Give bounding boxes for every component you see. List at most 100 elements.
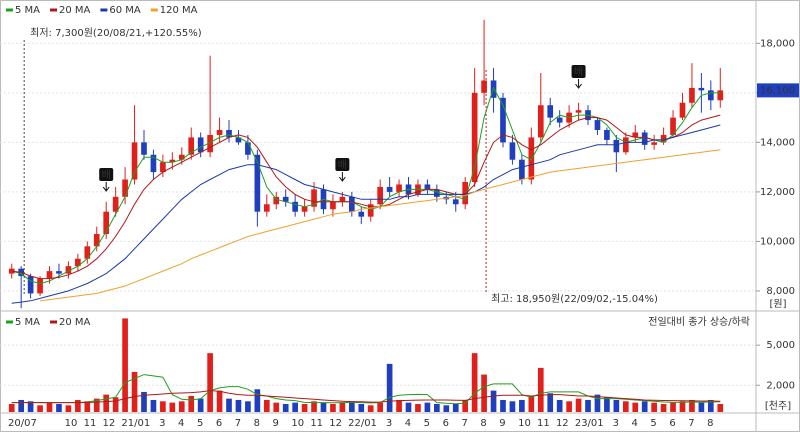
x-tick-label: 10: [518, 418, 531, 429]
candle-body: [56, 271, 62, 274]
volume-bar: [622, 401, 629, 412]
volume-bar: [528, 395, 535, 412]
volume-bar: [178, 401, 185, 412]
candle-body: [481, 80, 487, 93]
candle-body: [273, 196, 280, 205]
candle-body: [282, 196, 289, 202]
candle-body: [235, 137, 242, 143]
volume-bar: [471, 353, 478, 412]
ma-line: [11, 86, 721, 285]
volume-bar: [292, 402, 298, 412]
volume-bar: [254, 389, 261, 412]
volume-bar: [84, 401, 91, 412]
volume-bar: [452, 403, 459, 412]
dividend-marker-box: [335, 158, 350, 171]
x-tick-label: 4: [178, 418, 184, 429]
x-tick-label: 3: [159, 418, 165, 429]
candle-body: [556, 117, 563, 123]
volume-bar: [405, 402, 412, 412]
volume-bar: [509, 401, 516, 412]
volume-bar: [273, 402, 280, 412]
candle-body: [75, 258, 81, 267]
volume-bar: [46, 402, 53, 412]
x-tick-label: 8: [707, 418, 713, 429]
candle-body: [641, 132, 648, 145]
volume-bar: [75, 399, 81, 412]
x-tick-label: 4: [405, 418, 411, 429]
candle-body: [471, 92, 478, 182]
candle-body: [65, 266, 72, 274]
candle-body: [358, 211, 365, 217]
candle-body: [197, 137, 204, 153]
x-tick-label: 22/01: [348, 418, 377, 429]
candle-body: [339, 196, 346, 202]
candle-body: [84, 246, 91, 259]
candle-body: [93, 233, 100, 247]
volume-bar: [386, 363, 393, 412]
volume-bar: [330, 403, 336, 412]
candle-body: [226, 129, 232, 138]
volume-bar: [311, 401, 317, 412]
x-tick-label: 3: [613, 418, 619, 429]
x-tick-label: 11: [84, 418, 97, 429]
dividend-marker-box: [99, 168, 114, 181]
y-tick-label: 18,000: [760, 38, 795, 49]
x-tick-label: 5: [197, 418, 203, 429]
dividend-marker-box: [571, 65, 586, 78]
x-tick-label: 12: [556, 418, 569, 429]
volume-bar: [131, 371, 138, 412]
x-tick-label: 6: [669, 418, 675, 429]
y-tick-label: 8,000: [766, 286, 795, 297]
x-tick-label: 9: [499, 418, 505, 429]
ma-line: [11, 390, 721, 404]
volume-bar: [443, 405, 450, 412]
x-tick-label: 7: [235, 418, 241, 429]
volume-bar: [216, 390, 223, 412]
x-tick-label: 4: [632, 418, 638, 429]
candle-body: [594, 120, 601, 130]
candle-body: [169, 159, 176, 163]
volume-bar: [37, 405, 43, 412]
candle-body: [707, 90, 714, 101]
x-tick-label: 9: [273, 418, 279, 429]
candle-body: [348, 196, 355, 212]
volume-bar: [226, 398, 232, 412]
dividend-marker-arrow: [575, 79, 582, 89]
volume-bar: [537, 367, 544, 412]
volume-bar: [150, 399, 157, 412]
candle-body: [519, 159, 525, 180]
low-annotation: 최저: 7,300원(20/08/21,+120.55%): [30, 27, 202, 39]
volume-bar: [670, 402, 676, 412]
x-tick-label: 5: [650, 418, 656, 429]
y-unit: [원]: [769, 298, 786, 310]
volume-bar: [415, 403, 421, 412]
candle-body: [689, 87, 695, 103]
candle-body: [396, 184, 402, 192]
x-tick-label: 6: [216, 418, 222, 429]
dividend-marker-arrow: [338, 172, 346, 182]
volume-bar: [197, 398, 204, 412]
candle-body: [254, 154, 261, 212]
volume-bar: [301, 403, 308, 412]
x-tick-label: 10: [291, 418, 304, 429]
volume-bar: [500, 399, 506, 412]
volume-bar: [594, 394, 601, 412]
candle-body: [547, 105, 554, 118]
candle-body: [150, 154, 157, 173]
volume-bar: [103, 394, 110, 412]
candle-body: [670, 117, 676, 135]
volume-bar: [490, 390, 497, 412]
volume-bar: [8, 403, 15, 412]
volume-bar: [339, 402, 346, 412]
volume-bar: [566, 401, 572, 412]
x-tick-label: 8: [254, 418, 260, 429]
candle-body: [462, 181, 469, 205]
x-tick-label: 20/07: [8, 418, 37, 429]
current-price-box: [757, 83, 799, 98]
volume-bar: [641, 401, 648, 412]
volume-bar: [122, 318, 128, 412]
ma-line: [11, 374, 721, 405]
candle-body: [613, 139, 620, 153]
volume-bar: [679, 401, 686, 412]
